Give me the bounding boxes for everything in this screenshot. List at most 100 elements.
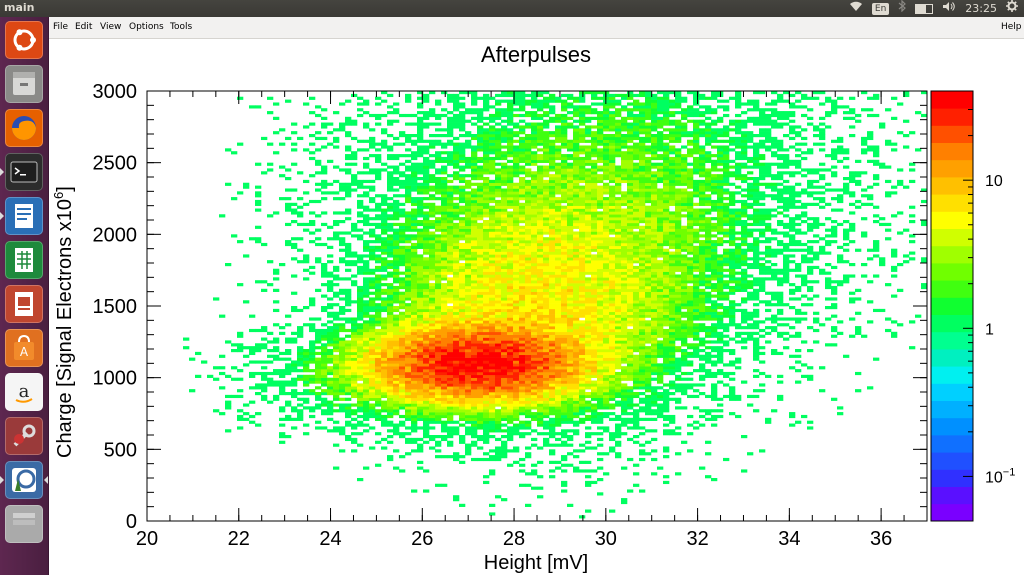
histogram-bin xyxy=(531,303,538,307)
menu-view[interactable]: View xyxy=(100,22,122,32)
histogram-bin xyxy=(423,260,430,264)
histogram-bin xyxy=(579,263,586,267)
histogram-bin xyxy=(315,199,322,204)
histogram-bin xyxy=(585,234,592,238)
firefox-icon[interactable] xyxy=(5,109,43,147)
histogram-bin xyxy=(513,156,520,161)
histogram-bin xyxy=(405,159,412,163)
histogram-bin xyxy=(507,242,514,247)
histogram-bin xyxy=(471,423,478,427)
histogram-bin xyxy=(363,363,370,367)
histogram-bin xyxy=(573,99,580,103)
histogram-bin xyxy=(267,371,274,376)
histogram-bin xyxy=(579,242,586,247)
amazon-icon[interactable]: a xyxy=(5,373,43,411)
histogram-bin xyxy=(393,291,400,295)
menu-file[interactable]: File xyxy=(53,22,69,32)
histogram-bin xyxy=(285,208,292,212)
histogram-bin xyxy=(441,334,448,338)
histogram-bin xyxy=(231,394,238,399)
battery-icon[interactable] xyxy=(915,0,934,17)
histogram-bin xyxy=(417,294,424,298)
histogram-bin xyxy=(579,314,586,318)
histogram-bin xyxy=(585,480,592,485)
menu-edit[interactable]: Edit xyxy=(75,22,93,32)
histogram-bin xyxy=(339,380,346,384)
root-canvas[interactable]: 20 22 24 26 28 30 32 34 36 0 500 1000 1500 2000 2500 30… xyxy=(49,39,1024,575)
histogram-bin xyxy=(585,156,592,161)
histogram-bin xyxy=(255,412,262,416)
histogram-bin xyxy=(321,403,328,407)
histogram-bin xyxy=(489,260,496,264)
histogram-bin xyxy=(573,397,580,401)
histogram-bin xyxy=(363,354,370,358)
histogram-bin xyxy=(423,403,430,407)
terminal-icon[interactable] xyxy=(5,153,43,191)
histogram-bin xyxy=(543,202,550,206)
histogram-bin xyxy=(525,237,532,241)
wifi-icon[interactable] xyxy=(849,0,863,17)
histogram-bin xyxy=(363,346,370,350)
histogram-bin xyxy=(543,300,550,304)
histogram-bin xyxy=(369,349,376,353)
histogram-bin xyxy=(357,397,364,401)
files-icon[interactable] xyxy=(5,65,43,103)
histogram-bin xyxy=(309,409,316,413)
histogram-bin xyxy=(387,374,394,378)
histogram-bin xyxy=(465,446,472,450)
histogram-bin xyxy=(363,99,370,103)
clock[interactable]: 23:25 xyxy=(965,2,997,15)
menu-options[interactable]: Options xyxy=(129,22,164,32)
histogram-bin xyxy=(357,331,364,335)
histogram-bin xyxy=(507,354,514,358)
histogram-bin xyxy=(435,277,442,281)
histogram-bin xyxy=(465,314,472,318)
bluetooth-icon[interactable] xyxy=(898,0,907,17)
histogram-bin xyxy=(399,254,406,258)
histogram-bin xyxy=(489,371,496,376)
histogram-bin xyxy=(393,251,400,255)
software-center-icon[interactable]: A xyxy=(5,329,43,367)
histogram-bin xyxy=(417,449,424,453)
histogram-bin xyxy=(471,159,478,163)
histogram-bin xyxy=(525,297,532,301)
histogram-bin xyxy=(417,125,424,129)
histogram-bin xyxy=(489,220,496,224)
histogram-bin xyxy=(339,357,346,361)
keyboard-language-indicator[interactable]: En xyxy=(871,2,890,15)
histogram-bin xyxy=(459,211,466,215)
writer-icon[interactable] xyxy=(5,197,43,235)
calc-icon[interactable] xyxy=(5,241,43,279)
histogram-bin xyxy=(297,205,304,209)
focused-indicator xyxy=(44,476,48,484)
histogram-bin xyxy=(519,271,526,275)
menu-help[interactable]: Help xyxy=(1001,22,1022,32)
ubuntu-dash-icon[interactable] xyxy=(5,21,43,59)
histogram-bin xyxy=(525,99,532,103)
system-gear-icon[interactable] xyxy=(1006,0,1018,17)
menu-tools[interactable]: Tools xyxy=(170,22,193,32)
histogram-bin xyxy=(327,369,334,373)
histogram-bin xyxy=(567,374,574,378)
histogram-bin xyxy=(405,245,412,249)
histogram-bin xyxy=(435,374,442,378)
root-app-icon[interactable] xyxy=(5,461,43,499)
histogram-bin xyxy=(423,116,430,120)
histogram-bin xyxy=(543,174,550,178)
histogram-bin xyxy=(435,306,442,310)
histogram-bin xyxy=(309,297,316,301)
volume-icon[interactable] xyxy=(942,0,956,17)
histogram-bin xyxy=(393,234,400,238)
histogram-bin xyxy=(381,145,388,149)
histogram-bin xyxy=(297,414,304,419)
histogram-bin xyxy=(411,360,418,364)
afterpulses-histogram[interactable]: 20 22 24 26 28 30 32 34 360500100015002000250030… xyxy=(49,39,1024,575)
workspaces-icon[interactable] xyxy=(5,505,43,543)
histogram-bin xyxy=(369,234,376,238)
histogram-bin xyxy=(357,337,364,341)
histogram-bin xyxy=(573,469,580,473)
histogram-bin xyxy=(363,340,370,344)
settings-icon[interactable] xyxy=(5,417,43,455)
impress-icon[interactable] xyxy=(5,285,43,323)
histogram-bin xyxy=(525,294,532,298)
